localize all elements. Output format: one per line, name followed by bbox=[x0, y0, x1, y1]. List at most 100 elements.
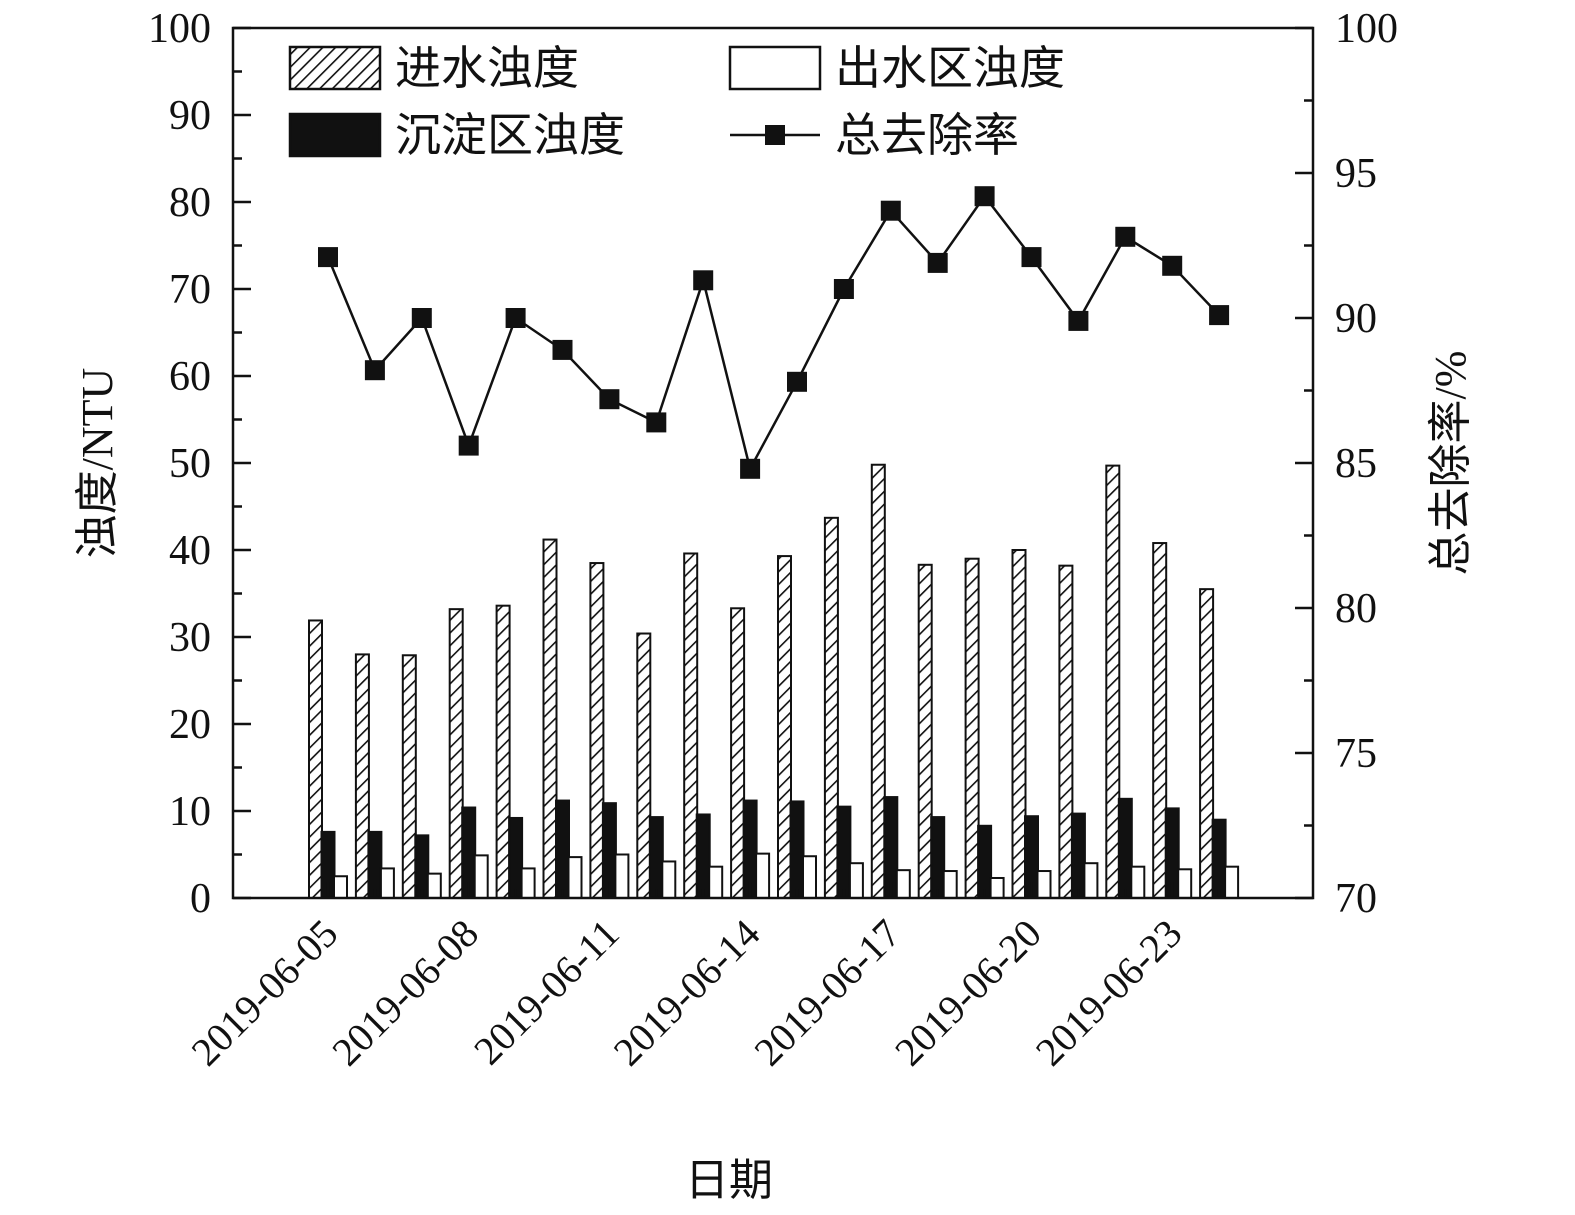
bar-outflow-turbidity bbox=[520, 867, 536, 899]
removal-rate-marker bbox=[1068, 310, 1089, 331]
legend-label-sedimentation: 沉淀区浊度 bbox=[395, 110, 625, 161]
removal-rate-marker bbox=[411, 308, 432, 328]
removal-rate-marker bbox=[1021, 247, 1042, 268]
legend-label-inflow: 进水浊度 bbox=[395, 43, 579, 94]
bar-inflow-turbidity bbox=[683, 552, 699, 899]
right-axis-tick-label: 95 bbox=[1335, 151, 1377, 197]
bar-outflow-turbidity bbox=[614, 853, 630, 899]
bar-inflow-turbidity bbox=[870, 463, 886, 899]
bar-inflow-turbidity bbox=[495, 604, 511, 899]
bar-sedimentation-turbidity bbox=[508, 816, 524, 900]
removal-rate-line bbox=[326, 194, 1221, 473]
left-axis-tick-label: 20 bbox=[169, 702, 211, 748]
left-axis-title: 浊度/NTU bbox=[73, 368, 122, 559]
bar-inflow-turbidity bbox=[730, 607, 746, 899]
removal-rate-marker bbox=[599, 389, 620, 410]
legend-swatch-inflow bbox=[288, 45, 382, 91]
bar-outflow-turbidity bbox=[1083, 862, 1099, 900]
bar-sedimentation-turbidity bbox=[1211, 818, 1227, 900]
bar-outflow-turbidity bbox=[895, 869, 911, 899]
removal-rate-marker bbox=[1162, 255, 1183, 276]
bar-outflow-turbidity bbox=[1130, 865, 1146, 899]
left-axis-tick-label: 70 bbox=[169, 267, 211, 313]
removal-rate-marker bbox=[1209, 305, 1230, 326]
removal-rate-marker bbox=[693, 270, 714, 291]
bar-inflow-turbidity bbox=[542, 538, 558, 899]
removal-rate-marker bbox=[318, 247, 338, 268]
removal-rate-marker bbox=[505, 308, 526, 328]
legend: 进水浊度 出水区浊度 沉淀区浊度 总去除率 bbox=[288, 43, 1065, 161]
bar-sedimentation-turbidity bbox=[648, 816, 664, 900]
axes-layer: 0 10 20 30 40 50 60 70 80 90 100 70 75 80 85 90 95 100 201… bbox=[148, 6, 1398, 1074]
bar-inflow-turbidity bbox=[1199, 588, 1215, 900]
right-axis-title: 总去除率/% bbox=[1426, 351, 1475, 576]
bar-sedimentation-turbidity bbox=[977, 824, 993, 899]
plot-frame bbox=[231, 26, 1315, 900]
removal-rate-marker bbox=[787, 371, 807, 392]
bar-inflow-turbidity bbox=[1105, 464, 1121, 899]
bar-inflow-turbidity bbox=[448, 608, 464, 899]
bars-layer bbox=[308, 463, 1240, 900]
bar-inflow-turbidity bbox=[1011, 549, 1027, 899]
bar-outflow-turbidity bbox=[708, 865, 724, 899]
bar-outflow-turbidity bbox=[333, 875, 348, 899]
removal-rate-marker bbox=[1115, 226, 1136, 247]
bar-outflow-turbidity bbox=[1177, 868, 1193, 899]
left-axis-tick-label: 80 bbox=[169, 180, 211, 226]
bar-sedimentation-turbidity bbox=[414, 834, 430, 899]
bar-inflow-turbidity bbox=[1152, 542, 1168, 899]
legend-swatch-outflow bbox=[728, 45, 822, 91]
legend-label-removal-rate: 总去除率 bbox=[835, 110, 1019, 161]
left-axis-tick-label: 90 bbox=[169, 93, 211, 139]
x-axis-tick-label: 2019-06-20 bbox=[886, 911, 1050, 1075]
bar-outflow-turbidity bbox=[1224, 865, 1240, 899]
bar-outflow-turbidity bbox=[989, 876, 1005, 899]
removal-rate-marker bbox=[880, 200, 901, 221]
removal-rate-marker bbox=[364, 360, 385, 381]
right-axis-tick-label: 100 bbox=[1335, 6, 1398, 52]
x-axis-tick-label: 2019-06-14 bbox=[605, 911, 769, 1075]
removal-rate-marker bbox=[974, 186, 995, 207]
legend-item-removal-rate: 总去除率 bbox=[730, 110, 1019, 161]
bar-outflow-turbidity bbox=[661, 860, 677, 900]
bar-sedimentation-turbidity bbox=[1117, 797, 1133, 900]
removal-rate-marker bbox=[458, 435, 479, 456]
legend-swatch-sedimentation bbox=[288, 112, 382, 158]
bar-inflow-turbidity bbox=[308, 619, 323, 899]
bar-outflow-turbidity bbox=[473, 854, 489, 899]
bar-inflow-turbidity bbox=[636, 632, 652, 900]
legend-marker-removal-rate bbox=[765, 125, 785, 145]
left-axis-tick-label: 0 bbox=[190, 876, 211, 922]
bar-outflow-turbidity bbox=[426, 872, 442, 900]
right-axis-tick-label: 80 bbox=[1335, 586, 1377, 632]
bar-sedimentation-turbidity bbox=[367, 830, 383, 900]
removal-rate-marker bbox=[927, 252, 948, 273]
bar-inflow-turbidity bbox=[589, 562, 605, 899]
left-axis-tick-label: 60 bbox=[169, 354, 211, 400]
bar-outflow-turbidity bbox=[848, 862, 864, 900]
bar-inflow-turbidity bbox=[1058, 564, 1074, 899]
right-axis-tick-label: 75 bbox=[1335, 731, 1377, 777]
removal-rate-marker bbox=[740, 458, 761, 479]
bar-outflow-turbidity bbox=[802, 855, 817, 899]
bar-outflow-turbidity bbox=[942, 870, 958, 900]
x-axis-tick-label: 2019-06-23 bbox=[1027, 911, 1191, 1075]
x-axis-tick-label: 2019-06-11 bbox=[465, 911, 628, 1074]
legend-label-outflow: 出水区浊度 bbox=[835, 43, 1065, 94]
bar-inflow-turbidity bbox=[401, 654, 417, 900]
bar-inflow-turbidity bbox=[777, 555, 792, 900]
left-axis-tick-label: 50 bbox=[169, 441, 211, 487]
removal-rate-marker bbox=[646, 412, 667, 433]
left-axis-tick-label: 40 bbox=[169, 528, 211, 574]
bar-outflow-turbidity bbox=[567, 856, 583, 899]
bar-sedimentation-turbidity bbox=[836, 805, 852, 900]
bar-outflow-turbidity bbox=[1036, 870, 1052, 900]
bar-sedimentation-turbidity bbox=[555, 799, 570, 899]
right-axis-tick-label: 85 bbox=[1335, 441, 1377, 487]
left-axis-tick-label: 10 bbox=[169, 789, 211, 835]
x-axis-title: 日期 bbox=[685, 1156, 773, 1205]
bar-sedimentation-turbidity bbox=[789, 800, 805, 899]
x-axis-tick-label: 2019-06-17 bbox=[745, 911, 909, 1075]
